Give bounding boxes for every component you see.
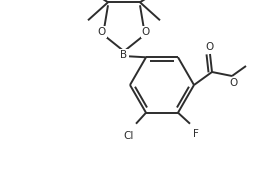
Text: O: O	[98, 27, 106, 37]
Text: O: O	[230, 78, 238, 88]
Text: B: B	[120, 50, 128, 60]
Text: Cl: Cl	[124, 131, 134, 141]
Text: F: F	[193, 129, 199, 139]
Text: O: O	[206, 42, 214, 52]
Text: O: O	[142, 27, 150, 37]
